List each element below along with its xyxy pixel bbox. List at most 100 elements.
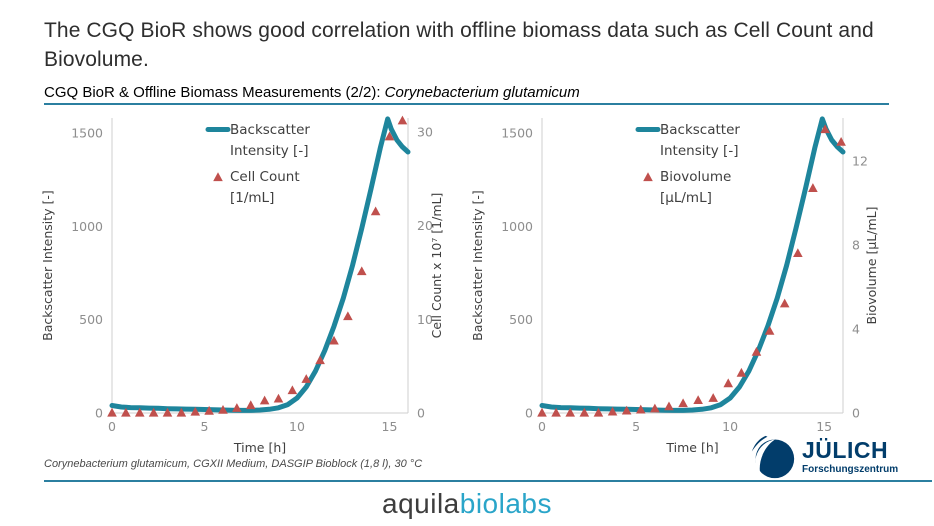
data-point-triangle [650,403,660,413]
y-left-tick: 1000 [71,219,103,234]
legend-label: [1/mL] [230,190,274,206]
y-left-tick: 0 [95,406,103,421]
data-point-triangle [356,266,367,276]
legend-triangle-sample [213,172,223,182]
data-point-triangle [162,407,173,417]
data-point-triangle [315,355,325,365]
data-point-triangle [537,407,547,417]
y-left-axis-title: Backscatter Intensity [-] [470,190,485,341]
data-point-triangle [579,407,590,417]
data-point-triangle [593,407,604,417]
y-right-tick: 20 [417,218,433,233]
y-right-axis-title: Cell Count x 10⁷ [1/mL] [429,193,444,339]
x-axis-title: Time [h] [233,440,286,455]
x-tick: 10 [722,419,738,434]
heading-divider [44,103,889,105]
data-point-triangle [751,346,762,356]
backscatter-line [539,116,846,413]
chart-legend: Backscatter Intensity [-] Biovolume [µL/mL] [635,122,740,206]
section-heading-species: Corynebacterium glutamicum [384,84,580,101]
y-right-tick: 4 [852,322,860,337]
y-right-tick: 0 [417,406,425,421]
legend-label: [µL/mL] [660,190,712,206]
legend-label: Intensity [-] [230,143,308,159]
data-point-triangle [708,393,718,402]
footnote: Corynebacterium glutamicum, CGXII Medium… [44,458,422,470]
data-point-triangle [148,407,159,417]
x-tick: 0 [108,419,116,434]
y-right-axis-title: Biovolume [µL/mL] [864,207,879,325]
x-tick: 15 [816,419,832,434]
legend-triangle-sample [643,172,653,182]
x-tick: 10 [289,419,305,434]
y-left-tick: 0 [525,406,533,421]
data-point-triangle [820,124,830,134]
section-heading-text: CGQ BioR & Offline Biomass Measurements … [44,84,385,101]
data-point-triangle [764,325,775,335]
juelich-name: JÜLICH [802,437,889,463]
data-point-triangle [779,298,790,308]
data-point-triangle [736,367,747,377]
data-point-triangle [693,395,703,405]
data-point-triangle [329,335,339,345]
data-point-triangle [218,404,228,414]
y-right-tick: 10 [417,312,433,327]
x-tick: 0 [538,419,546,434]
data-point-triangle [245,400,256,410]
data-point-triangle [121,407,131,417]
data-point-triangle [232,403,242,412]
y-left-tick: 1500 [501,125,533,140]
data-point-triangle [836,136,846,146]
legend-label: Cell Count [230,169,300,185]
data-point-triangle [551,407,561,417]
juelich-logo-text: JÜLICH Forschungszentrum [802,437,899,476]
y-right-tick: 12 [852,154,868,169]
section-heading: CGQ BioR & Offline Biomass Measurements … [44,84,580,101]
data-point-triangle [343,311,353,321]
data-point-triangle [287,385,298,395]
chart-biovolume: 0 500 1000 1500 0 4 8 12 0 5 10 15 Time [h] Backscatt… [470,116,879,455]
footer-divider [44,480,932,482]
juelich-subtitle: Forschungszentrum [802,464,899,475]
data-point-triangle [664,401,674,411]
data-point-triangle [678,398,688,408]
chart-cell-count: 0 500 1000 1500 0 10 20 30 0 5 10 15 Time [h] Backsca… [40,115,444,455]
data-point-triangle [808,183,818,192]
x-axis-title: Time [h] [665,440,718,455]
y-right-tick: 0 [852,406,860,421]
data-point-triangle [176,407,187,417]
data-point-triangle [635,404,646,414]
data-point-triangle [107,407,117,417]
slide-title-line2: Biovolume. [44,48,149,71]
y-left-axis-title: Backscatter Intensity [-] [40,190,55,341]
x-tick: 15 [382,419,398,434]
footnote-species: Corynebacterium glutamicum, [44,458,191,470]
y-left-tick: 1500 [71,125,103,140]
data-point-triangle [190,406,201,416]
data-point-triangle [621,405,632,415]
data-point-triangle [565,407,576,417]
juelich-logo: JÜLICH Forschungszentrum [750,434,898,480]
data-point-triangle [301,374,312,383]
data-point-triangle [134,407,145,417]
legend-label: Intensity [-] [660,143,738,159]
legend-label: Backscatter [660,122,740,138]
legend-label: Backscatter [230,122,310,138]
data-point-triangle [259,395,270,405]
data-point-triangle [273,393,284,403]
chart-legend: Backscatter Intensity [-] Cell Count [1/mL] [205,122,310,206]
footnote-conditions: CGXII Medium, DASGIP Bioblock (1,8 l), 3… [190,458,423,470]
data-point-triangle [723,378,734,388]
data-point-triangle [204,405,214,415]
slide-title-line1: The CGQ BioR shows good correlation with… [44,19,874,42]
x-tick: 5 [201,419,209,434]
x-tick: 5 [632,419,640,434]
juelich-logo-icon [751,435,795,479]
y-left-tick: 1000 [501,219,533,234]
y-left-tick: 500 [509,312,533,327]
y-right-tick: 30 [417,125,433,140]
data-point-triangle [793,248,803,258]
aquila-biolabs-logo: aquilabiolabs [0,488,934,520]
data-point-triangle [384,131,395,141]
